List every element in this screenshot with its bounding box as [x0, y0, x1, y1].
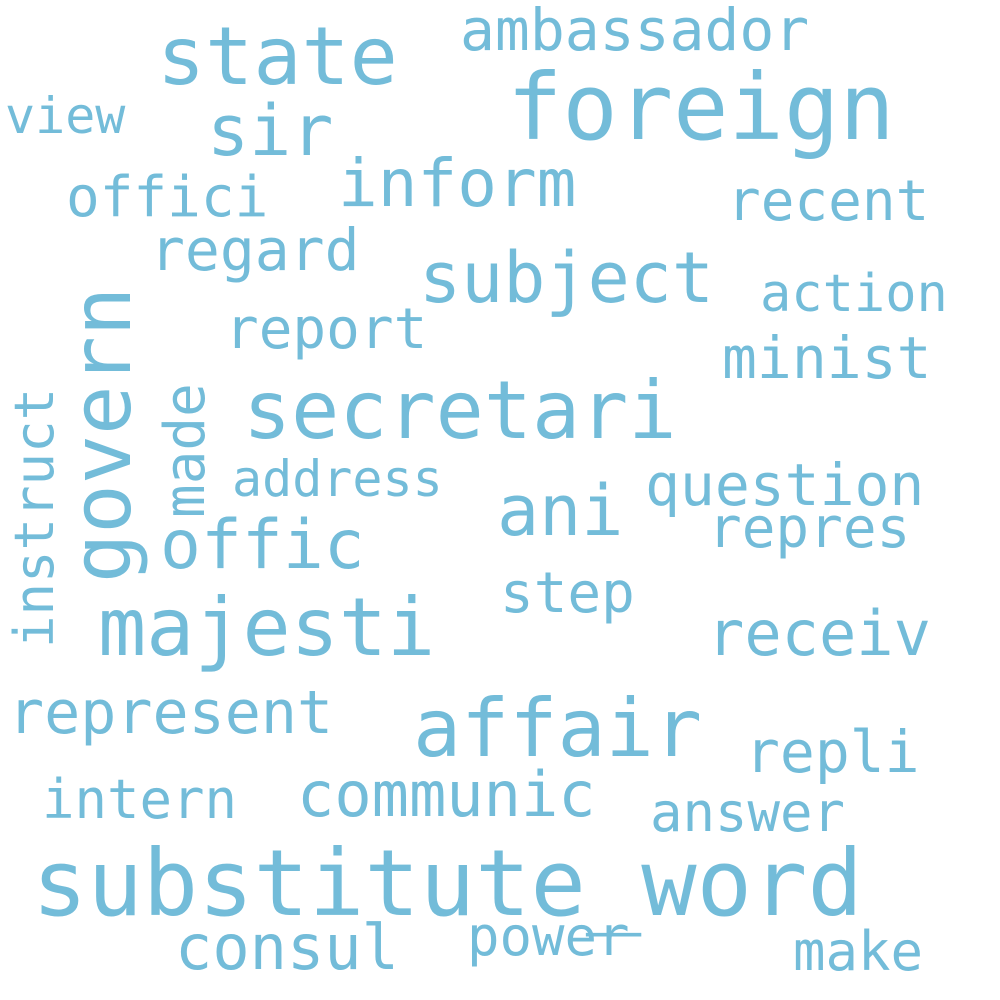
- word-view: view: [5, 87, 126, 145]
- word-intern: intern: [42, 768, 238, 831]
- word-state: state: [157, 10, 398, 103]
- word-substitute-word: substitute_word: [32, 830, 863, 937]
- word-repli: repli: [745, 718, 920, 786]
- word-inform: inform: [338, 145, 577, 222]
- word-offic: offic: [160, 506, 365, 585]
- word-ani: ani: [497, 470, 624, 552]
- word-recent: recent: [727, 169, 930, 234]
- word-minist: minist: [722, 324, 932, 392]
- word-repres: repres: [708, 496, 911, 561]
- word-power: power: [467, 905, 630, 968]
- word-govern: govern: [55, 286, 150, 583]
- word-represent: represent: [8, 678, 334, 748]
- word-consul: consul: [175, 911, 399, 984]
- word-communic: communic: [297, 758, 596, 831]
- word-secretari: secretari: [243, 364, 677, 457]
- word-answer: answer: [650, 781, 846, 844]
- word-instruct: instruct: [3, 387, 66, 648]
- word-question: question: [645, 451, 925, 519]
- word-made: made: [153, 383, 218, 518]
- word-ambassador: ambassador: [460, 0, 810, 64]
- word-address: address: [232, 450, 443, 508]
- word-receiv: receiv: [707, 597, 931, 670]
- word-regard: regard: [150, 216, 360, 284]
- word-majesti: majesti: [98, 581, 436, 674]
- word-foreign: foreign: [507, 54, 895, 161]
- word-step: step: [500, 561, 635, 626]
- word-affair: affair: [413, 682, 702, 775]
- word-make: make: [793, 920, 924, 983]
- word-report: report: [225, 297, 428, 362]
- word-offici: offici: [66, 165, 269, 230]
- word-sir: sir: [207, 90, 334, 172]
- word-action: action: [760, 264, 948, 324]
- word-subject: subject: [419, 237, 715, 319]
